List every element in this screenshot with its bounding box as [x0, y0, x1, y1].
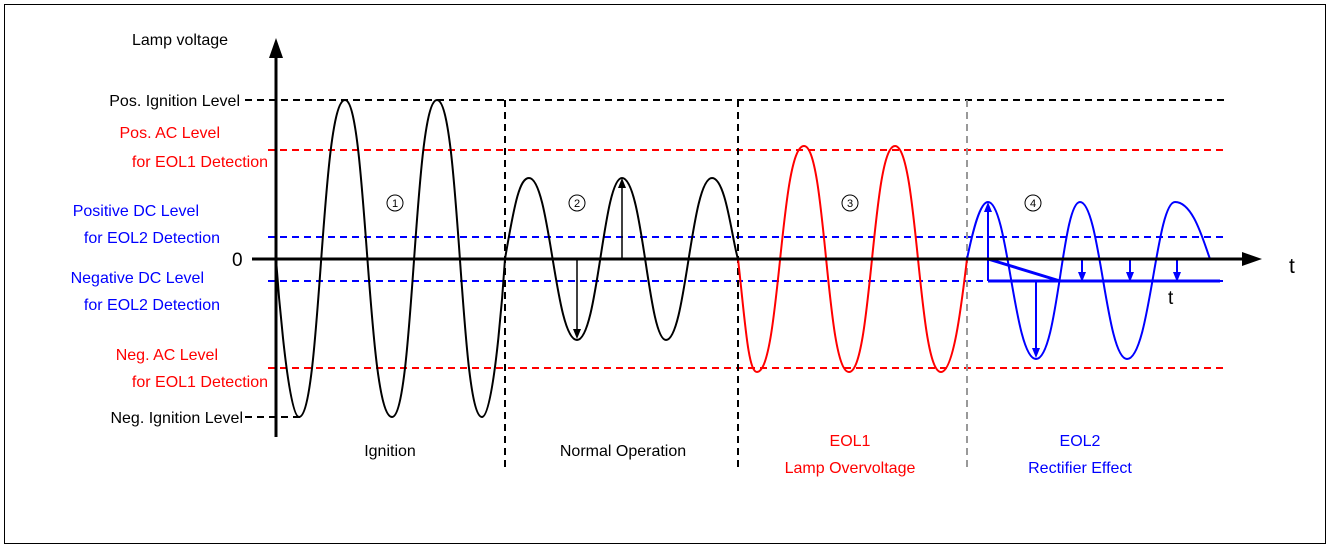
pos-dc-level-label-2: for EOL2 Detection [84, 230, 220, 247]
pos-ignition-level-label: Pos. Ignition Level [109, 93, 240, 110]
neg-dc-level-label-2: for EOL2 Detection [84, 297, 220, 314]
phase-label-ignition: Ignition [364, 443, 416, 460]
eol2-dc-ramp [987, 257, 1061, 283]
y-axis-arrowhead [269, 38, 283, 58]
phase-label-eol2-sub: Rectifier Effect [1028, 460, 1132, 477]
y-axis-label: Lamp voltage [132, 32, 228, 49]
phase-label-normal: Normal Operation [560, 443, 686, 460]
phase-marker-3: 3 [841, 194, 859, 212]
t-sub-label: t [1168, 288, 1174, 309]
t-axis-label: t [1289, 255, 1295, 278]
neg-ac-level-label-1: Neg. AC Level [116, 347, 218, 364]
neg-ac-level-label-2: for EOL1 Detection [132, 374, 268, 391]
phase-marker-2: 2 [568, 194, 586, 212]
pos-ac-level-label-1: Pos. AC Level [120, 125, 221, 142]
eol1-waveform [737, 144, 968, 374]
ignition-waveform [275, 98, 506, 419]
svg-text:1: 1 [392, 198, 398, 210]
pos-dc-level-label-1: Positive DC Level [73, 203, 199, 220]
neg-ignition-level-label: Neg. Ignition Level [110, 410, 243, 427]
phase-marker-4: 4 [1024, 194, 1042, 212]
phase-label-eol1: EOL1 [830, 433, 871, 450]
phase-label-eol1-sub: Lamp Overvoltage [785, 460, 916, 477]
neg-dc-level-label-1: Negative DC Level [71, 270, 204, 287]
phase-marker-1: 1 [386, 194, 404, 212]
x-axis-arrowhead [1242, 252, 1262, 266]
svg-text:2: 2 [574, 198, 580, 210]
pos-ac-level-label-2: for EOL1 Detection [132, 154, 268, 171]
zero-label: 0 [232, 250, 243, 271]
svg-text:4: 4 [1030, 198, 1036, 210]
phase-label-eol2: EOL2 [1060, 433, 1101, 450]
eol2-waveform [966, 200, 1211, 361]
svg-text:3: 3 [847, 198, 853, 210]
